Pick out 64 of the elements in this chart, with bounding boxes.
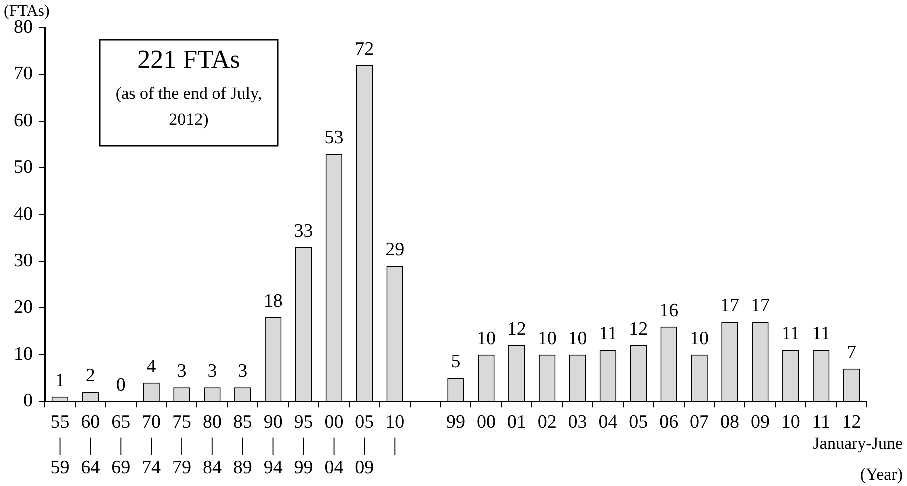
x-tick-label: 10 |	[386, 412, 405, 456]
x-tick-label: 12	[842, 412, 862, 433]
data-label: 10	[538, 328, 557, 350]
data-label: 10	[690, 328, 710, 350]
data-label: 10	[568, 328, 588, 350]
y-tick-label: 0	[24, 390, 33, 412]
data-label: 12	[507, 319, 526, 340]
x-tick-label: 85 | 89	[233, 412, 252, 479]
data-label: 3	[238, 361, 248, 382]
y-tick-label: 30	[14, 250, 33, 272]
x-tick-label: 03	[568, 412, 588, 433]
y-tick-label: 20	[14, 297, 33, 318]
annotation: (as of the end of July, 2012)	[116, 84, 262, 129]
data-label: 53	[324, 128, 344, 149]
x-tick-label: 80 | 84	[202, 412, 222, 479]
x-tick-label: 09	[750, 412, 770, 433]
data-label: 7	[847, 342, 857, 364]
x-tick-label: 60 | 64	[81, 412, 101, 479]
data-label: 3	[177, 361, 187, 382]
y-tick-label: 60	[14, 110, 33, 132]
data-label: 4	[146, 356, 157, 378]
x-tick-label: 95 | 99	[294, 412, 314, 479]
x-tick-label: 02	[538, 412, 557, 433]
x-tick-label: 05	[629, 412, 648, 433]
annotation: 221 FTAs	[138, 44, 240, 74]
data-label: 33	[294, 220, 314, 242]
data-label: 2	[86, 366, 96, 387]
x-tick-label: 07	[690, 412, 710, 433]
x-tick-label: 05 | 09	[355, 412, 374, 479]
x-tick-label: 11	[812, 412, 830, 433]
x-tick-label: 55 | 59	[50, 412, 70, 479]
x-tick-label: 65 | 69	[112, 412, 131, 479]
y-tick-label: 50	[14, 157, 33, 178]
x-tick-label: 70 | 74	[142, 412, 162, 479]
y-tick-label: 70	[14, 64, 33, 85]
data-label: 72	[355, 38, 374, 60]
x-tick-label: 99	[446, 412, 466, 433]
x-tick-label: 01	[507, 412, 526, 433]
text: January-June	[813, 434, 903, 453]
data-label: 11	[782, 324, 800, 345]
data-label: 11	[599, 324, 618, 345]
x-tick-label: 10	[781, 412, 800, 433]
data-label: 5	[451, 352, 461, 373]
x-tick-label: 04	[598, 412, 618, 433]
x-tick-label: 06	[660, 412, 679, 433]
data-label: 12	[629, 319, 648, 340]
y-tick-label: 10	[14, 344, 33, 365]
x-tick-label: 75 | 79	[172, 412, 192, 479]
data-label: 0	[116, 375, 126, 396]
data-label: 1	[55, 370, 65, 392]
y-tick-label: 40	[14, 204, 33, 225]
data-label: 18	[264, 291, 283, 312]
x-tick-label: 00 | 04	[324, 412, 344, 479]
x-tick-label: 00	[476, 412, 496, 433]
data-label: 17	[750, 296, 770, 317]
data-label: 16	[660, 300, 679, 322]
x-tick-label: 08	[720, 412, 740, 433]
data-label: 3	[208, 361, 218, 382]
data-label: 17	[720, 296, 740, 317]
x-axis-title: (Year)	[860, 464, 903, 484]
x-tick-label: 90 | 94	[264, 412, 284, 479]
data-label: 10	[476, 328, 496, 350]
data-label: 11	[812, 324, 830, 345]
data-label: 29	[386, 240, 405, 261]
